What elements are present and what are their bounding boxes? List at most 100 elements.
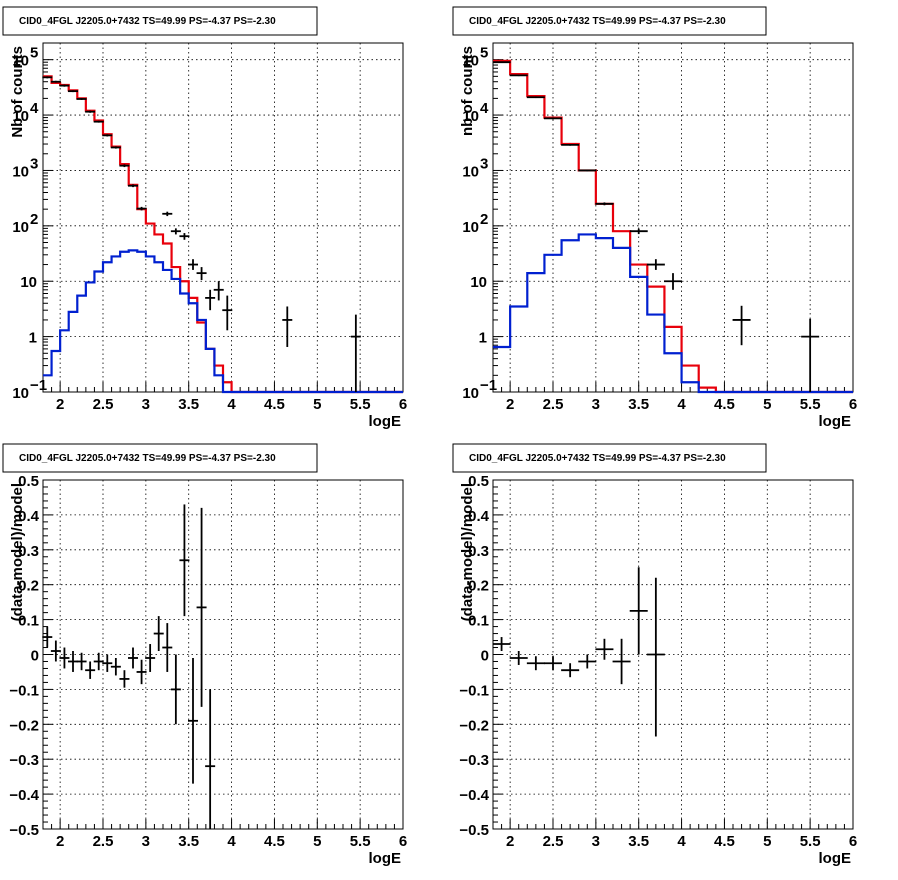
x-axis-label: logE	[819, 413, 852, 430]
data-point	[595, 202, 614, 206]
y-axis-label: Nb of counts	[9, 46, 26, 138]
y-tick-label: 10	[20, 274, 37, 291]
y-tick-label: −0.1	[459, 682, 489, 699]
y-tick-label: 10	[12, 53, 29, 70]
y-tick-label: 10	[12, 219, 29, 236]
y-tick-label: 0	[481, 648, 489, 665]
y-tick-label: 10	[462, 163, 479, 180]
data-point	[50, 640, 61, 662]
y-axis-label: (data-model)/model	[9, 483, 26, 621]
y-tick-label: −0.3	[9, 752, 39, 769]
title-box	[452, 6, 767, 36]
data-point	[153, 616, 164, 652]
plot-frame	[42, 42, 404, 393]
x-tick-label: 4.5	[714, 833, 735, 850]
data-point	[509, 651, 528, 665]
y-ticks	[493, 42, 503, 393]
y-tick-exponent: 2	[480, 211, 488, 228]
x-axis-label: logE	[369, 850, 402, 867]
y-tick-label: 0.2	[468, 578, 489, 595]
data-point	[544, 656, 562, 671]
data-point	[561, 143, 580, 146]
y-tick-label: 0.4	[18, 508, 40, 525]
series-line-0	[43, 75, 403, 394]
data-point	[509, 74, 528, 77]
data-point	[188, 657, 198, 784]
data-point	[128, 184, 138, 188]
x-tick-label: 6	[399, 396, 407, 413]
data-point	[50, 80, 61, 83]
data-point	[42, 76, 53, 79]
x-tick-label: 4.5	[714, 396, 735, 413]
x-tick-label: 2.5	[543, 833, 564, 850]
y-ticks	[43, 42, 53, 393]
data-point	[85, 110, 96, 113]
grid	[43, 43, 403, 392]
x-tick-label: 2.5	[543, 396, 564, 413]
x-tick-label: 3.5	[178, 396, 199, 413]
y-tick-exponent: 5	[30, 45, 38, 62]
data-point	[110, 657, 121, 676]
x-tick-label: 2	[56, 833, 64, 850]
chart-title: CID0_4FGL J2205.0+7432 TS=49.99 PS=-4.37…	[469, 16, 726, 27]
y-tick-label: 0.1	[468, 613, 489, 630]
x-tick-label: 4	[677, 396, 686, 413]
data-point	[578, 169, 597, 172]
y-tick-label: 0	[31, 648, 39, 665]
data-points	[42, 76, 361, 392]
y-tick-label: −0.4	[459, 787, 489, 804]
x-tick-label: 5	[313, 396, 321, 413]
data-point	[76, 98, 87, 101]
data-point	[732, 305, 751, 346]
chart-p3: CID0_4FGL J2205.0+7432 TS=49.99 PS=-4.37…	[2, 443, 407, 867]
y-tick-exponent: 4	[30, 100, 39, 117]
data-point	[492, 637, 511, 652]
x-tick-label: 2.5	[93, 396, 114, 413]
x-tick-label: 5	[763, 396, 771, 413]
data-point	[59, 647, 70, 669]
data-point	[205, 689, 216, 829]
data-point	[76, 652, 87, 671]
x-tick-label: 4	[227, 396, 236, 413]
y-tick-label: 0.2	[18, 578, 39, 595]
data-point	[85, 661, 96, 679]
title-box	[2, 443, 318, 473]
data-point	[801, 318, 820, 392]
y-tick-label: −0.2	[459, 717, 489, 734]
x-tick-label: 6	[849, 833, 857, 850]
data-points	[492, 567, 665, 737]
x-tick-label: 3.5	[628, 833, 649, 850]
y-tick-label: −0.4	[9, 787, 39, 804]
y-tick-label: −0.5	[459, 822, 489, 839]
x-tick-label: 4	[677, 833, 686, 850]
y-tick-label: 10	[462, 53, 479, 70]
y-tick-exponent: 4	[480, 100, 489, 117]
title-box	[452, 443, 767, 473]
data-points	[42, 504, 216, 829]
y-axis-label: (data-model)/model	[459, 483, 476, 621]
data-point	[136, 206, 147, 211]
chart-p1: CID0_4FGL J2205.0+7432 TS=49.99 PS=-4.37…	[2, 6, 407, 430]
y-tick-label: 0.1	[18, 613, 39, 630]
x-tick-label: 5.5	[800, 396, 821, 413]
data-point	[578, 654, 597, 669]
chart-title: CID0_4FGL J2205.0+7432 TS=49.99 PS=-4.37…	[469, 453, 726, 464]
grid	[43, 480, 403, 829]
x-tick-label: 5.5	[800, 833, 821, 850]
x-tick-label: 2.5	[93, 833, 114, 850]
chart-p2: CID0_4FGL J2205.0+7432 TS=49.99 PS=-4.37…	[452, 6, 857, 430]
data-point	[128, 647, 138, 669]
x-axis-label: logE	[819, 850, 852, 867]
title-box	[2, 6, 318, 36]
data-point	[646, 577, 665, 737]
y-tick-label: −0.5	[9, 822, 39, 839]
x-tick-label: 3	[142, 396, 150, 413]
y-tick-label: −0.3	[459, 752, 489, 769]
data-point	[664, 273, 682, 290]
x-tick-label: 3.5	[178, 833, 199, 850]
y-tick-label: 0.5	[468, 473, 489, 490]
y-tick-exponent: 5	[480, 45, 488, 62]
data-point	[136, 659, 147, 685]
data-point	[196, 507, 207, 707]
x-ticks	[492, 382, 854, 392]
